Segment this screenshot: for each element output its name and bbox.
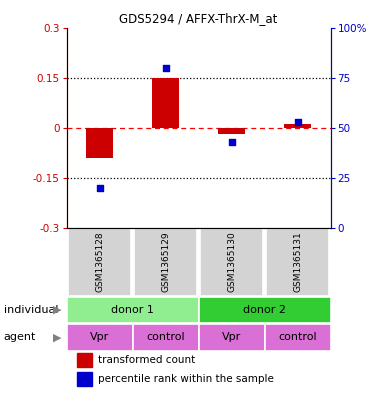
Bar — [77, 372, 92, 386]
Point — [294, 119, 301, 125]
Text: ▶: ▶ — [53, 305, 62, 315]
Point — [97, 185, 103, 191]
Text: donor 1: donor 1 — [111, 305, 154, 315]
Text: control: control — [146, 332, 185, 342]
FancyBboxPatch shape — [68, 228, 131, 296]
FancyBboxPatch shape — [198, 297, 331, 323]
Text: GSM1365129: GSM1365129 — [161, 232, 170, 292]
FancyBboxPatch shape — [198, 324, 264, 351]
Point — [163, 64, 169, 71]
Text: agent: agent — [4, 332, 36, 342]
Text: donor 2: donor 2 — [243, 305, 286, 315]
Text: individual: individual — [4, 305, 58, 315]
Text: Vpr: Vpr — [222, 332, 241, 342]
FancyBboxPatch shape — [264, 324, 331, 351]
Bar — [284, 124, 311, 128]
Text: ▶: ▶ — [53, 332, 62, 342]
Text: transformed count: transformed count — [98, 355, 195, 365]
FancyBboxPatch shape — [266, 228, 329, 296]
Bar — [152, 77, 179, 128]
Text: Vpr: Vpr — [90, 332, 109, 342]
FancyBboxPatch shape — [133, 324, 198, 351]
Text: GSM1365131: GSM1365131 — [293, 232, 302, 292]
Text: GSM1365130: GSM1365130 — [227, 232, 236, 292]
Text: control: control — [278, 332, 317, 342]
Bar — [86, 128, 113, 158]
Point — [228, 138, 234, 145]
FancyBboxPatch shape — [200, 228, 263, 296]
Text: GSM1365128: GSM1365128 — [95, 232, 104, 292]
Bar — [218, 128, 245, 134]
Text: GDS5294 / AFFX-ThrX-M_at: GDS5294 / AFFX-ThrX-M_at — [119, 12, 278, 25]
Bar — [77, 353, 92, 367]
FancyBboxPatch shape — [134, 228, 197, 296]
FancyBboxPatch shape — [66, 324, 133, 351]
Text: percentile rank within the sample: percentile rank within the sample — [98, 374, 274, 384]
FancyBboxPatch shape — [66, 297, 198, 323]
